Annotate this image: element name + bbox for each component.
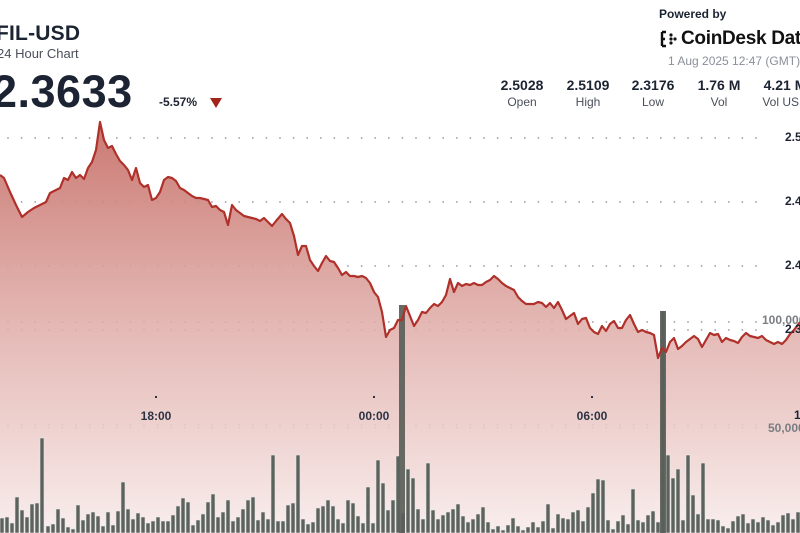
y-axis-label: 2.45: [785, 194, 800, 208]
coindesk-logo-icon: [659, 30, 677, 48]
stat-value: 2.5028: [500, 77, 544, 93]
down-arrow-icon: [210, 98, 222, 108]
stat-value: 2.5109: [566, 77, 610, 93]
change-percent: -5.57%: [159, 95, 198, 109]
price-line[interactable]: [0, 120, 800, 360]
brand-name: CoinDesk Data: [681, 28, 800, 49]
x-axis-label: 18:00: [140, 409, 172, 423]
y-axis-label: 1: [794, 408, 800, 422]
stat-label: High: [575, 95, 601, 109]
stat-label: Vol: [710, 95, 728, 109]
volume-bars: [0, 305, 800, 533]
stat-vol-usd: 4.21 M Vol USD: [750, 77, 800, 109]
x-tick-marks: [155, 396, 593, 398]
y-axis-label: 2.5: [785, 130, 800, 144]
timestamp: 1 Aug 2025 12:47 (GMT): [668, 54, 800, 68]
x-axis-label: 00:00: [358, 409, 390, 423]
stat-label: Low: [641, 95, 664, 109]
stat-high: 2.5109 High: [553, 77, 623, 109]
stat-low: 2.3176 Low: [618, 77, 688, 109]
stat-label: Open: [507, 95, 537, 109]
stat-value: 1.76 M: [697, 77, 741, 93]
x-axis-label: 06:00: [576, 409, 608, 423]
stat-label: Vol USD: [762, 95, 800, 109]
stat-open: 2.5028 Open: [487, 77, 557, 109]
stat-vol: 1.76 M Vol: [684, 77, 754, 109]
y-axis-label: 2.4: [785, 258, 800, 272]
y-axis-label: 2.35: [785, 322, 800, 336]
volume-axis-label: 100,000: [762, 313, 800, 327]
symbol-title: FIL-USD: [0, 22, 81, 45]
powered-by-label: Powered by: [659, 7, 727, 21]
brand-logo-link[interactable]: CoinDesk Data: [659, 28, 800, 50]
volume-axis-label: 50,000: [768, 421, 800, 435]
stat-value: 4.21 M: [763, 77, 800, 93]
current-price: 2.3633: [0, 66, 133, 117]
chart-subtitle: 24 Hour Chart: [0, 46, 79, 61]
stat-value: 2.3176: [631, 77, 675, 93]
